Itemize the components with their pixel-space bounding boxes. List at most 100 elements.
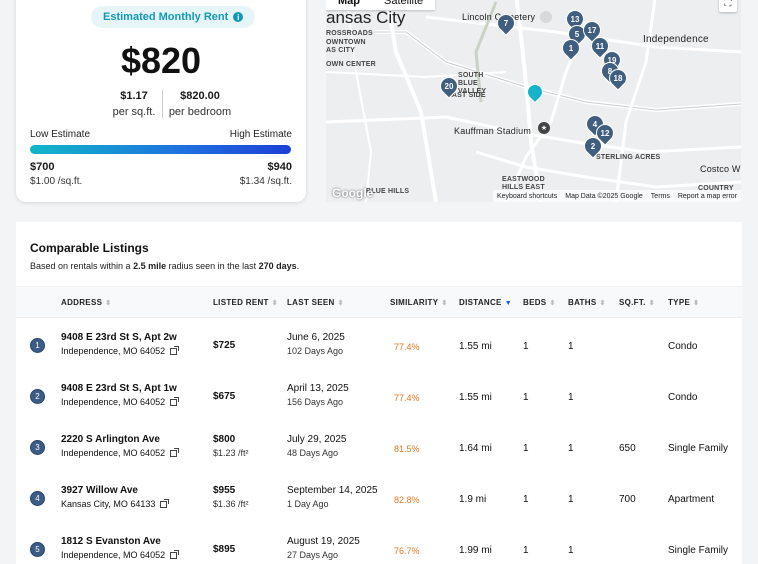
column-sqft[interactable]: SQ.FT. ⬍ xyxy=(619,298,655,307)
tab-satellite[interactable]: Satellite xyxy=(384,0,424,7)
map-label-sterling-acres: STERLING ACRES xyxy=(596,154,661,161)
listed-rent-cell: $725 xyxy=(213,340,235,351)
listed-rent-value: $895 xyxy=(213,544,236,555)
address-line1: 9408 E 23rd St S, Apt 2w xyxy=(61,332,177,343)
per-bedroom-stat: $820.00 per bedroom xyxy=(168,90,232,118)
column-baths[interactable]: BATHS ⬍ xyxy=(568,298,606,307)
sqft-cell: 650 xyxy=(619,443,636,454)
address-line2: Kansas City, MO 64133 xyxy=(61,499,170,509)
estimate-badge-label: Estimated Monthly Rent xyxy=(103,11,229,23)
high-estimate-value: $940 xyxy=(267,161,292,173)
listed-rent-cell: $675 xyxy=(213,391,235,402)
baths-cell: 1 xyxy=(568,392,574,403)
keyboard-shortcuts-link[interactable]: Keyboard shortcuts xyxy=(496,192,558,200)
comparables-map[interactable]: Map Satellite ⛶ ansas City Lincoln Cemet… xyxy=(326,0,741,202)
column-beds[interactable]: BEDS ⬍ xyxy=(523,298,556,307)
column-last-seen[interactable]: LAST SEEN ⬍ xyxy=(287,298,344,307)
sort-desc-icon: ▼ xyxy=(504,300,512,307)
column-similarity[interactable]: SIMILARITY ⬍ xyxy=(390,298,448,307)
similarity-cell: 81.5% xyxy=(394,444,420,454)
address-city: Independence, MO 64052 xyxy=(61,550,166,560)
rent-per-sqft: $1.23 /ft² xyxy=(213,448,249,458)
external-link-icon[interactable] xyxy=(160,499,170,508)
row-number-marker[interactable]: 5 xyxy=(30,542,45,557)
row-number-marker[interactable]: 1 xyxy=(30,338,45,353)
similarity-cell: 77.4% xyxy=(394,342,420,352)
beds-cell: 1 xyxy=(523,545,529,556)
address-line2: Independence, MO 64052 xyxy=(61,448,180,458)
external-link-icon[interactable] xyxy=(170,346,180,355)
row-number-marker[interactable]: 4 xyxy=(30,491,45,506)
sort-icon: ⬍ xyxy=(693,300,700,307)
column-listed-rent[interactable]: LISTED RENT ⬍ xyxy=(213,298,278,307)
estimated-rent-value: $820 xyxy=(120,40,202,81)
estimate-range-bar xyxy=(30,145,291,154)
map-label-own-center: OWN CENTER xyxy=(326,61,376,68)
similarity-cell: 82.8% xyxy=(394,495,420,505)
map-footer: Keyboard shortcuts Map Data ©2025 Google… xyxy=(492,190,741,202)
external-link-icon[interactable] xyxy=(170,448,180,457)
type-cell: Apartment xyxy=(668,494,715,505)
table-row[interactable]: 2 9408 E 23rd St S, Apt 1w Independence, M… xyxy=(16,373,742,424)
sort-icon: ⬍ xyxy=(441,300,448,307)
similarity-cell: 77.4% xyxy=(394,393,420,403)
column-type[interactable]: TYPE ⬍ xyxy=(668,298,700,307)
table-row[interactable]: 4 3927 Willow Ave Kansas City, MO 64133 $95… xyxy=(16,475,742,526)
per-bedroom-label: per bedroom xyxy=(168,106,232,118)
table-header: ADDRESS ⬍ LISTED RENT ⬍ LAST SEEN ⬍ SIMILAR… xyxy=(16,286,742,318)
listed-rent-cell: $955 $1.36 /ft² xyxy=(213,485,249,509)
address-city: Kansas City, MO 64133 xyxy=(61,499,156,509)
google-logo: Google xyxy=(332,186,374,200)
last-seen-ago: 48 Days Ago xyxy=(287,448,339,458)
fullscreen-icon[interactable]: ⛶ xyxy=(719,0,737,12)
address-cell: 9408 E 23rd St S, Apt 1w Independence, MO… xyxy=(61,383,180,407)
map-label-independence: Independence xyxy=(643,34,709,45)
map-label-country: COUNTRY xyxy=(698,185,734,192)
address-line1: 3927 Willow Ave xyxy=(61,485,138,496)
row-number-marker[interactable]: 3 xyxy=(30,440,45,455)
sort-icon: ⬍ xyxy=(337,300,344,307)
distance-cell: 1.55 mi xyxy=(459,341,492,352)
column-distance[interactable]: DISTANCE ▼ xyxy=(459,298,512,307)
subtitle-text: radius seen in the last xyxy=(166,261,259,271)
report-map-error-link[interactable]: Report a map error xyxy=(677,192,737,200)
per-bedroom-value: $820.00 xyxy=(180,90,220,102)
tab-map[interactable]: Map xyxy=(338,0,360,7)
stat-divider xyxy=(162,90,163,118)
baths-cell: 1 xyxy=(568,545,574,556)
row-number-marker[interactable]: 2 xyxy=(30,389,45,404)
estimate-badge: Estimated Monthly Rent i xyxy=(91,6,256,28)
sort-icon: ⬍ xyxy=(648,300,655,307)
last-seen-cell: September 14, 2025 1 Day Ago xyxy=(287,485,378,509)
listed-rent-value: $955 xyxy=(213,485,236,496)
last-seen-ago: 156 Days Ago xyxy=(287,397,344,407)
last-seen-ago: 1 Day Ago xyxy=(287,499,329,509)
map-label-kansas-city: ansas City xyxy=(326,8,406,27)
high-estimate-label: High Estimate xyxy=(229,129,292,140)
external-link-icon[interactable] xyxy=(170,397,180,406)
table-row[interactable]: 3 2220 S Arlington Ave Independence, MO 64… xyxy=(16,424,742,475)
stadium-icon: ★ xyxy=(538,122,550,134)
listings-subtitle: Based on rentals within a 2.5 mile radiu… xyxy=(30,261,299,271)
last-seen-cell: August 19, 2025 27 Days Ago xyxy=(287,536,360,560)
column-address[interactable]: ADDRESS ⬍ xyxy=(61,298,112,307)
map-label-costco: Costco W xyxy=(700,164,741,174)
table-row[interactable]: 5 1812 S Evanston Ave Independence, MO 640… xyxy=(16,526,742,564)
map-roads xyxy=(326,0,741,202)
per-sqft-value: $1.17 xyxy=(120,90,148,102)
info-icon[interactable]: i xyxy=(233,12,244,22)
baths-cell: 1 xyxy=(568,494,574,505)
similarity-cell: 76.7% xyxy=(394,546,420,556)
table-row[interactable]: 1 9408 E 23rd St S, Apt 2w Independence, M… xyxy=(16,322,742,373)
sort-icon: ⬍ xyxy=(105,300,112,307)
listed-rent-cell: $895 xyxy=(213,544,235,555)
sort-icon: ⬍ xyxy=(549,300,556,307)
beds-cell: 1 xyxy=(523,341,529,352)
type-cell: Single Family xyxy=(668,545,729,556)
listed-rent-value: $725 xyxy=(213,340,236,351)
address-cell: 1812 S Evanston Ave Independence, MO 6405… xyxy=(61,536,180,560)
map-label-eastwood-hills: EASTWOOD HILLS EAST xyxy=(502,176,545,191)
external-link-icon[interactable] xyxy=(170,550,180,559)
terms-link[interactable]: Terms xyxy=(650,192,670,200)
last-seen-ago: 102 Days Ago xyxy=(287,346,344,356)
